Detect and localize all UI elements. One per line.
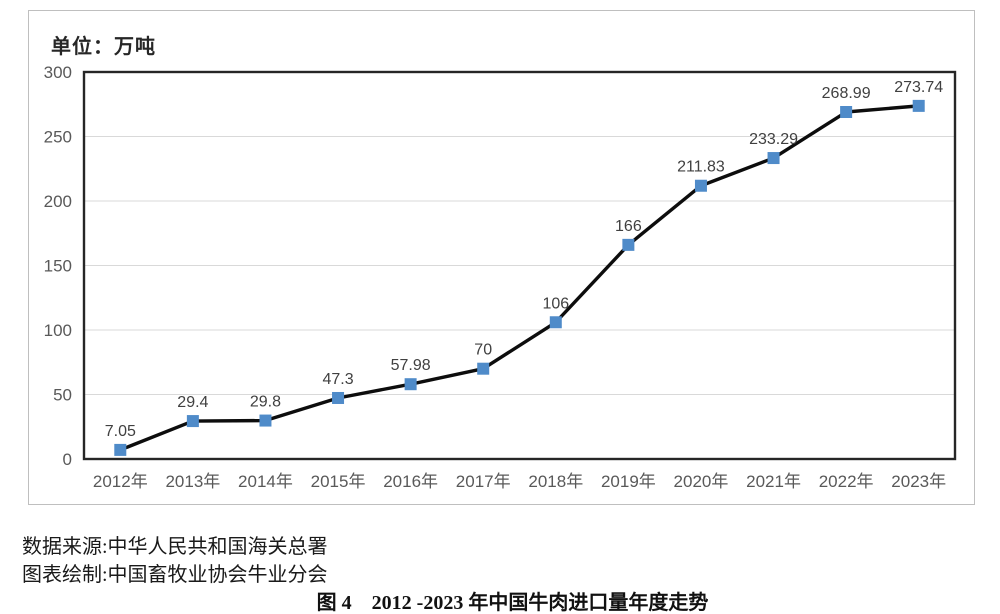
data-source-line: 数据来源:中华人民共和国海关总署	[22, 536, 328, 558]
data-point-marker	[694, 179, 707, 192]
y-axis-tick-label: 100	[44, 321, 72, 340]
data-point-marker	[767, 152, 780, 165]
unit-label: 单位：万吨	[51, 36, 156, 58]
data-point-marker	[259, 414, 272, 427]
data-point-label: 233.29	[749, 131, 798, 148]
data-point-marker	[840, 106, 853, 119]
series-line	[118, 104, 921, 452]
data-point-label: 47.3	[322, 371, 353, 388]
x-axis-tick-label: 2018年	[528, 472, 583, 491]
chart-credit-line: 图表绘制:中国畜牧业协会牛业分会	[22, 564, 328, 586]
y-axis-tick-label: 300	[44, 63, 72, 82]
plot-border	[82, 70, 957, 461]
data-point-label: 268.99	[822, 85, 871, 102]
chart-caption: 图 4 2012 -2023 年中国牛肉进口量年度走势	[316, 592, 709, 614]
chart-frame: 单位：万吨 0 50 100 150 200 250 300 2012年 2013年 2014年 2…	[28, 10, 975, 505]
data-point-label: 273.74	[894, 79, 943, 96]
x-axis-tick-label: 2022年	[819, 472, 874, 491]
x-axis-tick-label: 2020年	[674, 472, 729, 491]
data-point-marker	[114, 443, 127, 456]
data-point-label: 7.05	[105, 423, 136, 440]
x-axis-tick-label: 2017年	[456, 472, 511, 491]
data-point-label: 211.83	[677, 159, 725, 176]
data-point-label: 166	[615, 218, 642, 235]
data-point-marker	[404, 378, 417, 391]
y-axis-tick-label: 50	[53, 386, 72, 405]
data-point-marker	[477, 362, 490, 375]
data-point-marker	[622, 238, 635, 251]
data-point-marker	[186, 415, 199, 428]
x-axis-tick-label: 2019年	[601, 472, 656, 491]
x-axis-tick-label: 2012年	[93, 472, 148, 491]
data-point-label: 106	[542, 295, 569, 312]
data-point-marker	[912, 99, 925, 112]
x-axis-tick-label: 2016年	[383, 472, 438, 491]
y-axis-tick-label: 200	[44, 192, 72, 211]
data-point-label: 70	[474, 342, 492, 359]
x-axis-tick-label: 2021年	[746, 472, 801, 491]
data-point-marker	[332, 391, 345, 404]
line-chart: 0 50 100 150 200 250 300 2012年 2013年 2014年 2015年 20…	[44, 63, 957, 491]
y-axis-tick-label: 0	[63, 450, 72, 469]
y-axis-tick-label: 250	[44, 128, 72, 147]
x-axis-tick-label: 2014年	[238, 472, 293, 491]
data-point-marker	[549, 316, 562, 329]
x-axis-tick-label: 2013年	[165, 472, 220, 491]
data-point-label: 57.98	[391, 357, 431, 374]
x-axis-tick-label: 2023年	[891, 472, 946, 491]
y-axis-tick-label: 150	[44, 257, 72, 276]
data-point-label: 29.8	[250, 394, 281, 411]
data-point-label: 29.4	[177, 394, 208, 411]
x-axis-tick-label: 2015年	[311, 472, 366, 491]
